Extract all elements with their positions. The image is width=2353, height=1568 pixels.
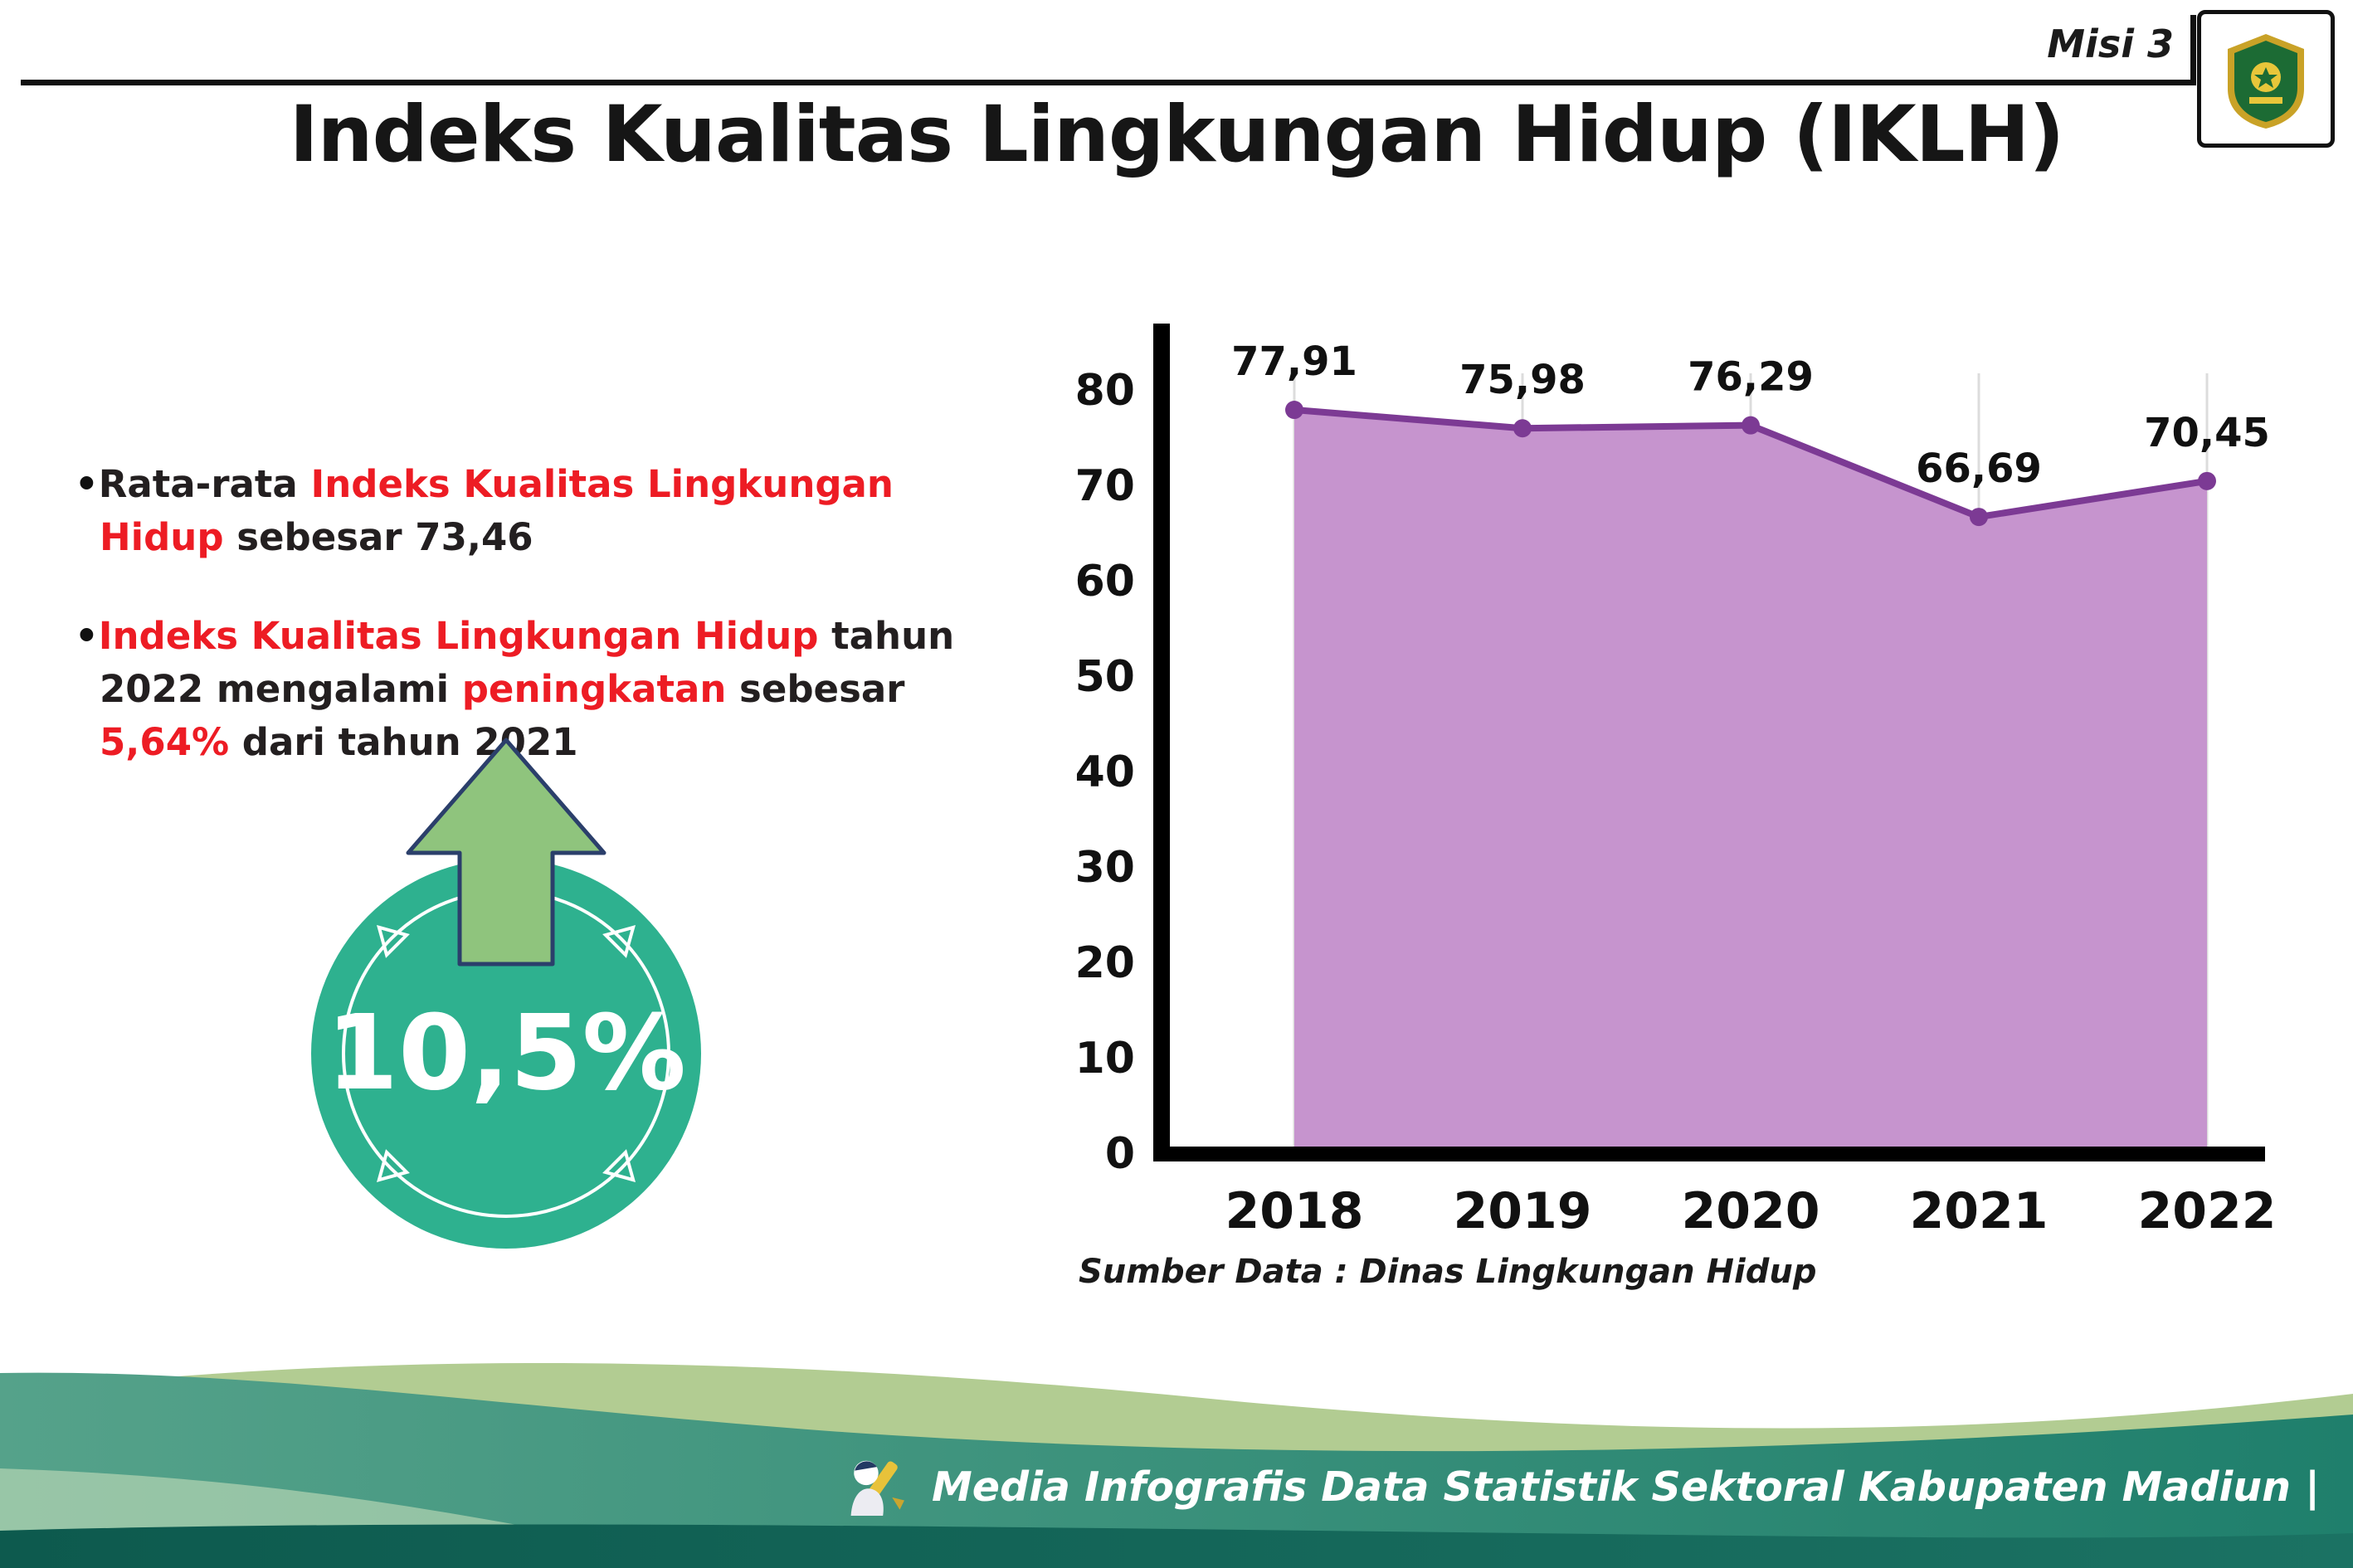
y-tick-label: 20: [1075, 938, 1135, 988]
y-tick-label: 50: [1075, 652, 1135, 702]
bullet-text-segment: tahun 2022 mengalami: [100, 613, 955, 711]
bullet-dot: •: [75, 613, 99, 658]
y-axis: [1153, 324, 1170, 1161]
x-tick-label: 2020: [1682, 1182, 1820, 1240]
bullet-text-segment: sebesar: [726, 666, 905, 711]
footer-wave: [0, 1362, 2353, 1568]
area-fill: [1294, 410, 2207, 1147]
up-arrow-icon: [406, 738, 607, 967]
mascot-icon: [850, 1460, 905, 1516]
misi-label: Misi 3: [2047, 22, 2174, 66]
value-label: 77,91: [1231, 338, 1357, 385]
value-label: 75,98: [1459, 357, 1586, 403]
header-rule-corner: [2190, 15, 2196, 85]
y-tick-label: 80: [1075, 366, 1135, 416]
x-tick-label: 2022: [2138, 1182, 2277, 1240]
y-tick-label: 0: [1105, 1129, 1135, 1179]
increase-highlight: 10,5%: [274, 730, 738, 1261]
x-axis: [1153, 1147, 2265, 1161]
iklh-area-chart: 77,91 75,98 76,29 66,69 70,45 0 10 20 30 40 50 60 70…: [1029, 290, 2290, 1253]
value-label: 66,69: [1916, 446, 2042, 492]
bullet-item: •Rata-rata Indeks Kualitas Lingkungan Hi…: [75, 458, 979, 564]
value-label: 76,29: [1688, 354, 1814, 401]
footer-text: Media Infografis Data Statistik Sektoral…: [932, 1463, 2320, 1511]
bullet-text-segment: sebesar 73,46: [223, 514, 533, 559]
y-tick-label: 30: [1075, 843, 1135, 893]
y-tick-label: 40: [1075, 747, 1135, 797]
x-tick-label: 2019: [1454, 1182, 1592, 1240]
data-point: [2198, 471, 2216, 490]
bullet-text-segment: peningkatan: [461, 666, 727, 711]
y-tick-label: 10: [1075, 1034, 1135, 1083]
bullet-text-segment: Rata-rata: [98, 462, 311, 506]
data-point: [1513, 419, 1532, 438]
highlight-circle: [311, 859, 701, 1249]
bullet-item: •Indeks Kualitas Lingkungan Hidup tahun …: [75, 610, 979, 769]
x-tick-label: 2018: [1225, 1182, 1364, 1240]
x-tick-label: 2021: [1910, 1182, 2049, 1240]
kabupaten-madiun-logo: [2197, 10, 2335, 148]
key-points-list: •Rata-rata Indeks Kualitas Lingkungan Hi…: [75, 458, 979, 768]
y-tick-label: 70: [1075, 461, 1135, 511]
data-point: [1285, 401, 1303, 420]
data-point: [1970, 508, 1988, 527]
bullet-text-segment: 5,64%: [100, 719, 230, 764]
header-rule: [21, 80, 2190, 85]
increase-percentage: 10,5%: [326, 993, 686, 1113]
footer-caption: Media Infografis Data Statistik Sektoral…: [837, 1449, 2320, 1525]
y-tick-label: 60: [1075, 557, 1135, 606]
ring-triangle-marks: [376, 924, 636, 1183]
crest-icon: [2228, 34, 2304, 129]
page-title: Indeks Kualitas Lingkungan Hidup (IKLH): [289, 90, 2065, 180]
data-point: [1742, 416, 1760, 435]
data-source-caption: Sumber Data : Dinas Lingkungan Hidup: [1079, 1253, 1817, 1291]
bullet-text-segment: Indeks Kualitas Lingkungan Hidup: [100, 462, 894, 559]
bullet-text-segment: Indeks Kualitas Lingkungan Hidup: [98, 613, 819, 658]
bullet-dot: •: [75, 462, 99, 506]
value-label: 70,45: [2144, 410, 2270, 456]
